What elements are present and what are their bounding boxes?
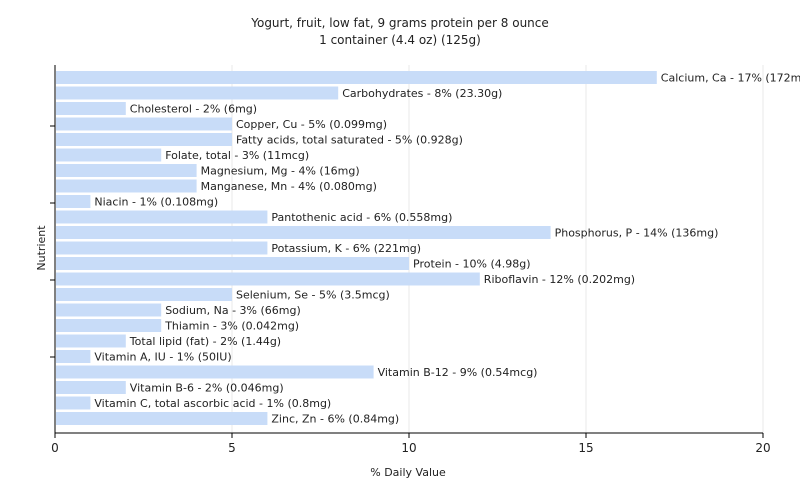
bar xyxy=(56,365,374,379)
y-axis-label: Nutrient xyxy=(35,225,48,271)
bar-label: Zinc, Zn - 6% (0.84mg) xyxy=(271,413,399,426)
bar-label: Carbohydrates - 8% (23.30g) xyxy=(342,87,502,100)
bar xyxy=(56,133,232,146)
bar-label: Potassium, K - 6% (221mg) xyxy=(271,242,421,255)
bar xyxy=(56,226,551,239)
bar-label: Vitamin C, total ascorbic acid - 1% (0.8… xyxy=(94,397,331,410)
x-tick-label: 0 xyxy=(51,441,59,455)
bar-label: Fatty acids, total saturated - 5% (0.928… xyxy=(236,134,463,147)
bar-label: Magnesium, Mg - 4% (16mg) xyxy=(201,165,360,178)
bar xyxy=(56,210,268,224)
bar xyxy=(56,412,268,425)
bar-label: Vitamin A, IU - 1% (50IU) xyxy=(94,351,231,364)
bar xyxy=(56,241,268,255)
bar xyxy=(56,288,232,301)
bar xyxy=(56,195,91,208)
bar xyxy=(56,71,657,84)
bar-label: Vitamin B-6 - 2% (0.046mg) xyxy=(130,382,284,395)
bar xyxy=(56,319,162,332)
chart-subtitle: 1 container (4.4 oz) (125g) xyxy=(319,33,481,47)
bar-label: Folate, total - 3% (11mcg) xyxy=(165,149,309,162)
bar-labels: Calcium, Ca - 17% (172mg) Carbohydrates -… xyxy=(94,72,800,426)
x-tick-label: 15 xyxy=(578,441,593,455)
x-axis-label: % Daily Value xyxy=(370,466,446,479)
bar xyxy=(56,257,409,270)
bar xyxy=(56,381,126,394)
bar xyxy=(56,179,197,193)
bar xyxy=(56,334,126,348)
bar-label: Total lipid (fat) - 2% (1.44g) xyxy=(129,335,281,348)
bar-label: Phosphorus, P - 14% (136mg) xyxy=(555,227,719,240)
bar xyxy=(56,148,162,162)
bar xyxy=(56,396,91,410)
bar-label: Vitamin B-12 - 9% (0.54mcg) xyxy=(378,366,538,379)
x-tick-label: 5 xyxy=(228,441,236,455)
bar xyxy=(56,102,126,115)
axes: 0 5 10 15 20 xyxy=(50,65,771,455)
bar-label: Niacin - 1% (0.108mg) xyxy=(94,196,218,209)
bars xyxy=(56,71,657,425)
x-tick-label: 10 xyxy=(401,441,416,455)
bar-label: Selenium, Se - 5% (3.5mcg) xyxy=(236,289,390,302)
bar-label: Cholesterol - 2% (6mg) xyxy=(130,103,257,116)
bar-label: Riboflavin - 12% (0.202mg) xyxy=(484,273,635,286)
bar-label: Copper, Cu - 5% (0.099mg) xyxy=(236,118,387,131)
bar xyxy=(56,164,197,177)
bar-label: Thiamin - 3% (0.042mg) xyxy=(164,320,299,333)
bar-label: Manganese, Mn - 4% (0.080mg) xyxy=(201,180,377,193)
bar-label: Pantothenic acid - 6% (0.558mg) xyxy=(271,211,452,224)
bar xyxy=(56,350,91,363)
bar xyxy=(56,117,232,131)
x-tick-label: 20 xyxy=(755,441,770,455)
chart-title: Yogurt, fruit, low fat, 9 grams protein … xyxy=(250,16,549,30)
bar-label: Calcium, Ca - 17% (172mg) xyxy=(661,72,800,85)
bar xyxy=(56,272,480,286)
bar-label: Protein - 10% (4.98g) xyxy=(413,258,531,271)
bar-label: Sodium, Na - 3% (66mg) xyxy=(165,304,301,317)
bar xyxy=(56,303,162,317)
bar xyxy=(56,86,339,100)
